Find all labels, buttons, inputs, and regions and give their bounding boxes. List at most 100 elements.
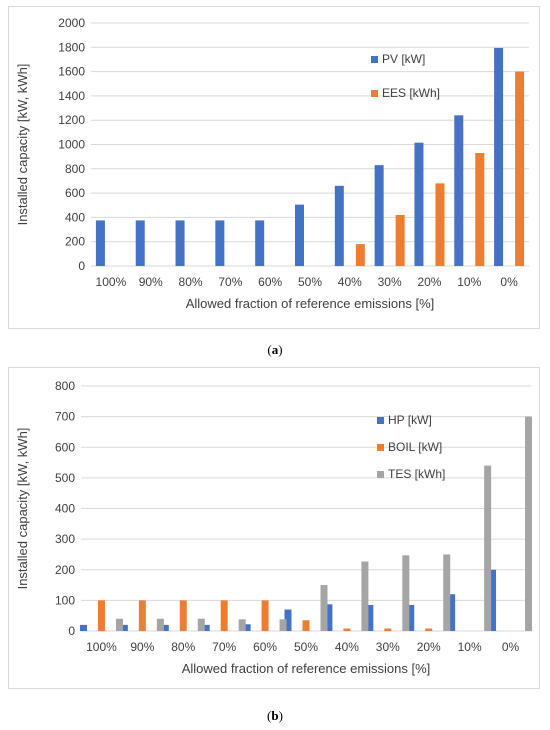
x-tick-label: 50% (298, 275, 322, 289)
y-tick-label: 800 (65, 162, 85, 176)
bar-pv-30pct (374, 165, 384, 266)
x-tick-label: 80% (179, 275, 203, 289)
caption-b: (b) (267, 708, 283, 723)
bar-boil-100pct (97, 600, 105, 631)
x-tick-label: 0% (502, 640, 520, 654)
y-tick-label: 1400 (58, 89, 85, 103)
bar-ees-30pct (395, 214, 405, 266)
y-axis-label: Installed capacity [kW, kWh] (15, 428, 30, 590)
bar-pv-10pct (454, 115, 464, 266)
y-tick-label: 0 (68, 624, 75, 638)
y-tick-label: 200 (65, 235, 85, 249)
bar-ees-10pct (475, 153, 485, 266)
bar-hp-100pct (79, 624, 87, 631)
legend-entry: PV [kW] (382, 52, 425, 66)
bar-pv-100pct (95, 220, 105, 266)
x-tick-label: 100% (96, 275, 127, 289)
bar-pv-90pct (135, 220, 145, 266)
bar-boil-80pct (179, 600, 187, 631)
bar-hp-40pct (325, 604, 333, 631)
y-tick-label: 600 (55, 440, 75, 454)
legend-swatch (377, 471, 384, 478)
y-tick-label: 1200 (58, 113, 85, 127)
bar-tes-20pct (443, 554, 451, 631)
x-tick-label: 20% (417, 275, 441, 289)
chart-panel-b: 0 100 200 300 400 500 600 700 800 100% 90% 80% 70% 60… (8, 367, 540, 689)
y-axis-label: Installed capacity [kW, kWh] (15, 64, 30, 226)
x-tick-label: 70% (212, 640, 236, 654)
x-tick-label: 50% (294, 640, 318, 654)
bar-hp-30pct (366, 604, 374, 631)
bar-hp-80pct (161, 624, 169, 631)
bar-hp-90pct (120, 624, 128, 631)
x-tick-label: 40% (338, 275, 362, 289)
bar-pv-50pct (295, 204, 304, 266)
x-axis-label: Allowed fraction of reference emissions … (182, 661, 431, 676)
y-tick-label: 2000 (58, 16, 85, 30)
bar-pv-60pct (255, 220, 265, 266)
bar-pv-40pct (334, 185, 344, 266)
bar-boil-50pct (302, 620, 310, 631)
bar-tes-40pct (361, 561, 369, 631)
legend-swatch (377, 444, 384, 451)
bar-tes-50pct (320, 585, 328, 631)
bar-hp-0pct (489, 569, 497, 631)
caption-a: (a) (267, 342, 283, 357)
y-tick-label: 100 (55, 593, 75, 607)
bar-hp-60pct (243, 624, 251, 631)
bar-pv-80pct (175, 220, 185, 266)
x-tick-label: 80% (171, 640, 195, 654)
caption-b-label: b (271, 708, 279, 723)
bar-chart-a: 0 200 400 600 800 1000 1200 1400 1600 1800 2000 100… (15, 16, 529, 311)
y-tick-label: 800 (55, 379, 75, 393)
x-tick-label: 70% (218, 275, 242, 289)
y-tick-label: 200 (55, 563, 75, 577)
y-tick-label: 1800 (58, 40, 85, 54)
y-tick-label: 0 (78, 259, 85, 273)
y-tick-label: 600 (65, 186, 85, 200)
x-tick-label: 60% (253, 640, 277, 654)
y-tick-label: 500 (55, 471, 75, 485)
y-tick-label: 1000 (58, 138, 85, 152)
bar-boil-40pct (343, 628, 351, 631)
bar-tes-30pct (402, 555, 410, 631)
bar-hp-10pct (448, 594, 456, 631)
legend-entry: EES [kWh] (382, 86, 440, 100)
bar-pv-20pct (414, 142, 424, 266)
bar-tes-90pct (156, 618, 164, 631)
bar-tes-100pct (115, 618, 123, 631)
x-tick-label: 30% (378, 275, 402, 289)
legend-swatch (371, 56, 378, 63)
x-tick-label: 30% (376, 640, 400, 654)
x-tick-label: 90% (130, 640, 154, 654)
x-tick-label: 10% (457, 275, 481, 289)
bar-hp-50pct (284, 609, 292, 631)
legend-entry: HP [kW] (388, 413, 432, 427)
legend-swatch (377, 417, 384, 424)
y-tick-label: 700 (55, 410, 75, 424)
caption-a-label: a (271, 342, 279, 357)
bar-boil-20pct (425, 628, 433, 631)
y-tick-label: 1600 (58, 65, 85, 79)
bar-boil-60pct (261, 600, 269, 631)
bar-ees-40pct (355, 244, 365, 266)
bar-hp-20pct (407, 604, 415, 631)
bar-tes-60pct (279, 619, 287, 631)
x-tick-label: 100% (86, 640, 117, 654)
x-tick-label: 90% (139, 275, 163, 289)
bar-boil-30pct (384, 628, 392, 631)
x-tick-label: 10% (458, 640, 482, 654)
x-tick-label: 0% (500, 275, 518, 289)
x-tick-label: 40% (335, 640, 359, 654)
bar-tes-80pct (197, 618, 205, 631)
bar-tes-70pct (238, 619, 246, 631)
y-tick-label: 400 (65, 210, 85, 224)
bar-pv-70pct (215, 220, 225, 266)
chart-panel-a: 0 200 400 600 800 1000 1200 1400 1600 1800 2000 100… (8, 6, 540, 329)
bar-boil-90pct (138, 600, 146, 631)
legend-entry: TES [kWh] (388, 467, 445, 481)
bar-tes-10pct (484, 465, 492, 631)
bar-hp-70pct (202, 624, 210, 631)
y-tick-label: 300 (55, 532, 75, 546)
x-tick-label: 20% (417, 640, 441, 654)
